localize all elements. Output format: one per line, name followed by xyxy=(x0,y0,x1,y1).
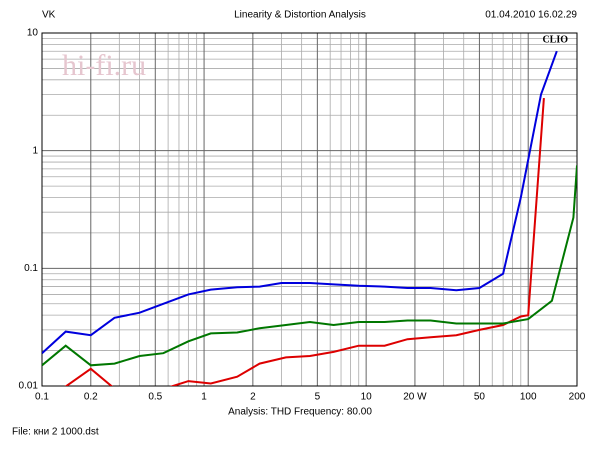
y-tick-label: 0.1 xyxy=(24,263,38,274)
x-tick-label: 100 xyxy=(520,392,537,403)
x-tick-label: 200 xyxy=(569,392,586,403)
header-right: 01.04.2010 16.02.29 xyxy=(485,10,577,21)
x-tick-label: 50 xyxy=(474,392,486,403)
y-tick-label: 1 xyxy=(32,145,38,156)
plot-border xyxy=(41,32,578,387)
chart-title: Linearity & Distortion Analysis xyxy=(234,10,366,21)
x-tick-label: 1 xyxy=(201,392,207,403)
y-tick-label: 10 xyxy=(27,28,39,39)
header-left: VK xyxy=(42,10,56,21)
x-tick-label: 2 xyxy=(250,392,256,403)
brand-label: CLIO xyxy=(542,34,568,45)
x-tick-label: 0.2 xyxy=(84,392,98,403)
x-tick-label: 5 xyxy=(315,392,321,403)
file-label: File: кни 2 1000.dst xyxy=(12,427,99,438)
y-tick-label: 0.01 xyxy=(19,381,39,392)
x-tick-label: 0.1 xyxy=(35,392,49,403)
series-line xyxy=(64,98,545,386)
series-line xyxy=(42,165,577,367)
x-tick-label: 0.5 xyxy=(148,392,162,403)
series-line xyxy=(42,50,558,354)
x-tick-label: 20 W xyxy=(403,392,427,403)
watermark: hi-fi.ru xyxy=(62,49,146,82)
analysis-label: Analysis: THD Frequency: 80.00 xyxy=(228,407,372,418)
x-tick-label: 10 xyxy=(361,392,373,403)
